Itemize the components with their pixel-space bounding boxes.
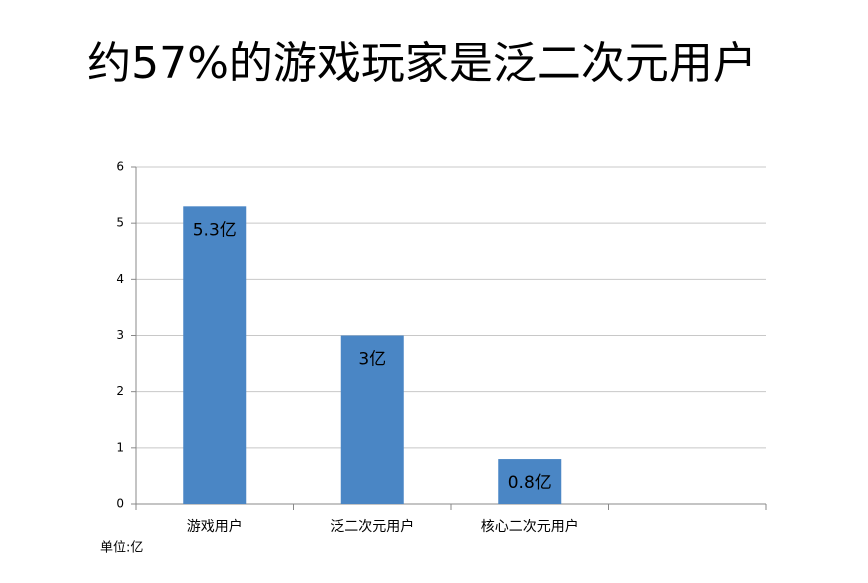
value-label: 0.8亿 <box>508 473 552 493</box>
value-label: 5.3亿 <box>193 220 237 240</box>
y-tick-label: 1 <box>116 440 124 454</box>
unit-note: 单位:亿 <box>100 541 143 556</box>
x-tick-label: 核心二次元用户 <box>481 518 579 535</box>
value-label: 3亿 <box>358 350 386 370</box>
y-tick-label: 3 <box>116 328 124 342</box>
y-tick-label: 5 <box>116 216 124 230</box>
y-tick-label: 6 <box>116 160 124 174</box>
y-tick-label: 0 <box>116 497 124 511</box>
chart-title: 约57%的游戏玩家是泛二次元用户 <box>87 38 757 89</box>
bar <box>183 206 247 505</box>
bar <box>498 459 562 504</box>
x-tick-label: 泛二次元用户 <box>330 518 414 535</box>
y-tick-label: 4 <box>116 272 124 286</box>
y-tick-label: 2 <box>116 384 124 398</box>
x-tick-label: 游戏用户 <box>187 518 243 535</box>
bar <box>340 335 404 504</box>
